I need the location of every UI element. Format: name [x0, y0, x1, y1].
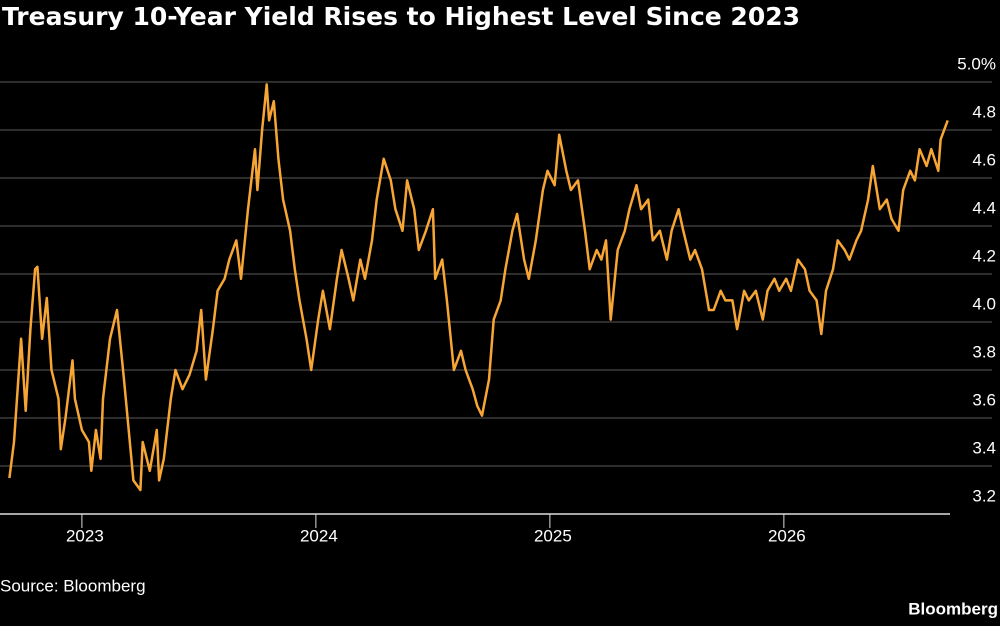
yield-line [8, 83, 949, 492]
x-tick-label: 2025 [534, 526, 572, 545]
y-tick-label: 4.2 [972, 246, 996, 265]
y-tick-label: 4.8 [972, 102, 996, 121]
x-tick-label: 2023 [66, 526, 104, 545]
brand-logo: Bloomberg [908, 599, 998, 618]
y-tick-label: 3.2 [972, 486, 996, 505]
x-tick-label: 2026 [768, 526, 806, 545]
y-tick-label: 3.4 [972, 438, 996, 457]
y-tick-label: 4.4 [972, 198, 996, 217]
source-note: Source: Bloomberg [0, 576, 146, 595]
y-tick-label: 5.0% [957, 54, 996, 73]
y-tick-label: 4.0 [972, 294, 996, 313]
x-tick-label: 2024 [300, 526, 338, 545]
y-tick-label: 3.8 [972, 342, 996, 361]
chart-title: Treasury 10-Year Yield Rises to Highest … [2, 2, 800, 31]
y-tick-label: 4.6 [972, 150, 996, 169]
y-tick-label: 3.6 [972, 390, 996, 409]
